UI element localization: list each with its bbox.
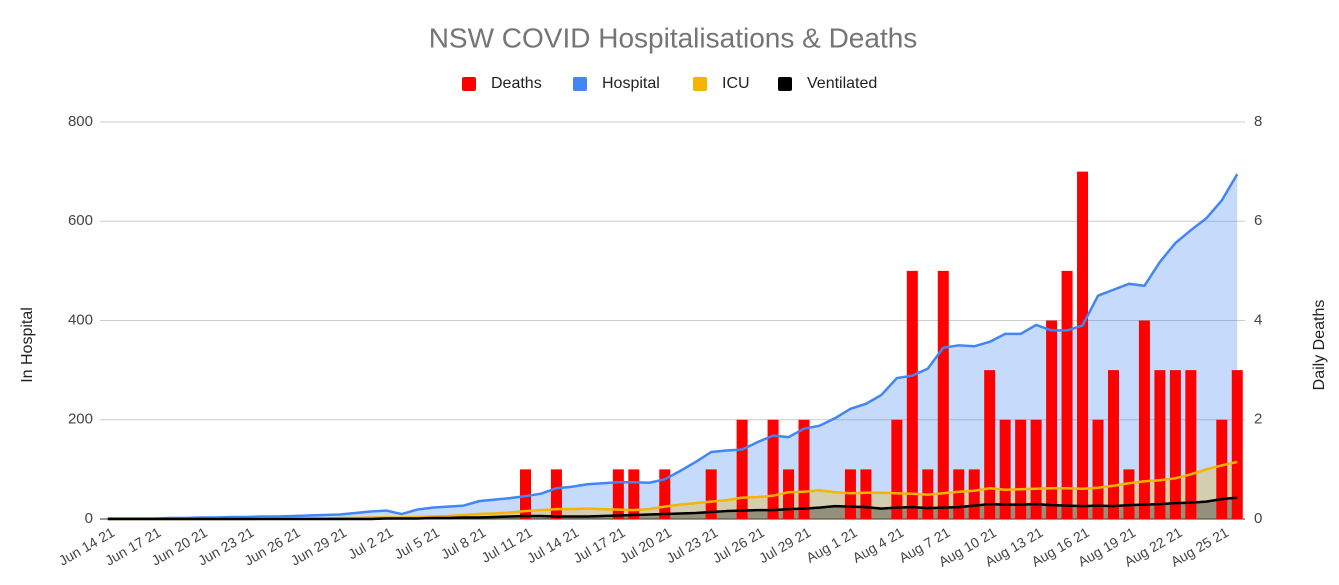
x-tick-label: Aug 4 21 [850, 524, 907, 566]
legend-swatch [693, 77, 707, 91]
y-axis-title: In Hospital [19, 307, 36, 383]
bar [1138, 320, 1150, 519]
y-tick-label: 400 [68, 311, 93, 328]
bar [1154, 370, 1166, 519]
legend-swatch [778, 77, 792, 91]
bar [520, 469, 532, 519]
y2-tick-label: 6 [1254, 212, 1262, 229]
bar [783, 469, 795, 519]
bar [1015, 419, 1027, 519]
y-tick-label: 600 [68, 212, 93, 229]
y-tick-label: 800 [68, 113, 93, 130]
y-tick-label: 0 [85, 510, 93, 527]
bar [1030, 419, 1042, 519]
bar [968, 469, 980, 519]
bar [767, 419, 779, 519]
legend-label: Ventilated [807, 75, 877, 92]
bar [891, 419, 903, 519]
x-tick-label: Jul 23 21 [663, 524, 720, 566]
y-tick-label: 200 [68, 411, 93, 428]
bar [1169, 370, 1181, 519]
y2-tick-label: 2 [1254, 411, 1262, 428]
bar [798, 419, 810, 519]
x-tick-label: Jul 29 21 [756, 524, 813, 566]
bar [659, 469, 671, 519]
bar [1231, 370, 1243, 519]
x-tick-label: Jul 14 21 [524, 524, 581, 566]
legend-label: Hospital [602, 75, 660, 92]
legend-swatch [462, 77, 476, 91]
y2-tick-label: 0 [1254, 510, 1262, 527]
x-tick-label: Jul 17 21 [570, 524, 627, 566]
line [107, 173, 1239, 520]
bar [628, 469, 640, 519]
bar [1107, 370, 1119, 519]
area [107, 174, 1238, 519]
x-tick-label: Jul 11 21 [479, 524, 535, 566]
bar [1123, 469, 1135, 519]
x-tick-label: Aug 1 21 [803, 524, 860, 566]
bar [906, 270, 918, 519]
line [107, 496, 1238, 521]
bar [953, 469, 965, 519]
y2-tick-label: 8 [1254, 113, 1262, 130]
x-tick-label: Jul 26 21 [710, 524, 767, 566]
x-tick-label: Jul 2 21 [345, 524, 396, 562]
bar [1061, 270, 1073, 519]
bar [999, 419, 1011, 519]
bar [984, 370, 996, 519]
lines [107, 173, 1239, 521]
bar [736, 419, 748, 519]
legend-swatch [573, 77, 587, 91]
bar [1092, 419, 1104, 519]
bars [520, 171, 1243, 519]
x-tick-label: Jul 5 21 [392, 524, 443, 562]
x-tick-label: Jul 20 21 [617, 524, 674, 566]
y2-axis-title: Daily Deaths [1311, 300, 1328, 391]
chart-title: NSW COVID Hospitalisations & Deaths [429, 22, 918, 53]
bar [612, 469, 624, 519]
legend-label: ICU [722, 75, 750, 92]
bar [705, 469, 717, 519]
legend-label: Deaths [491, 75, 542, 92]
bar [937, 270, 949, 519]
bar [1185, 370, 1197, 519]
y2-tick-label: 4 [1254, 311, 1262, 328]
bar [1216, 419, 1228, 519]
bar [550, 469, 562, 519]
bar [1077, 171, 1089, 519]
bar [1046, 320, 1058, 519]
bar [860, 469, 872, 519]
